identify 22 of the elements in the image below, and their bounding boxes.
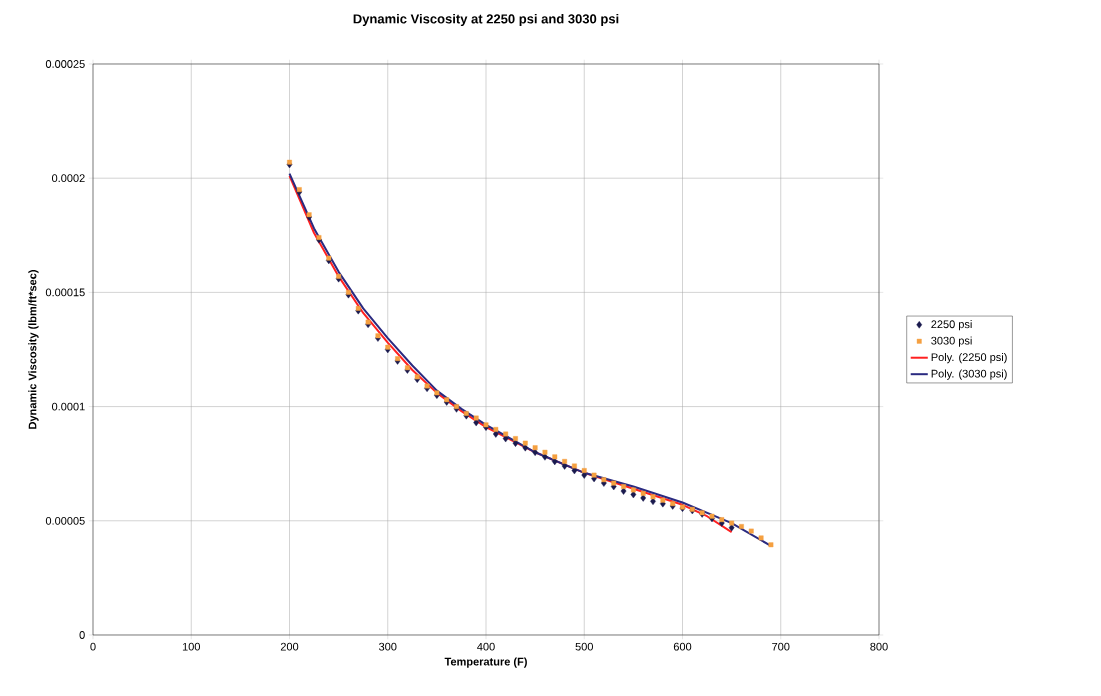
legend-label: Poly. (3030 psi) <box>931 369 1007 380</box>
legend-label: 3030 psi <box>931 336 972 347</box>
legend-label: 2250 psi <box>931 320 972 331</box>
x-tick-label: 300 <box>379 642 397 651</box>
y-tick-label: 0.0001 <box>51 402 85 411</box>
x-tick-label: 500 <box>575 642 593 651</box>
x-tick-label: 100 <box>182 642 200 651</box>
x-tick-label: 200 <box>280 642 299 651</box>
y-tick-label: 0 <box>79 631 85 639</box>
y-tick-label: 0.00005 <box>45 516 85 525</box>
y-axis-title: Dynamic Viscosity (lbm/ft*sec) <box>28 270 39 429</box>
x-tick-label: 800 <box>870 642 888 651</box>
y-tick-label: 0.00025 <box>45 60 85 68</box>
x-tick-label: 600 <box>673 642 692 651</box>
legend-label: Poly. (2250 psi) <box>931 352 1007 364</box>
x-axis-title: Temperature (F) <box>444 657 527 668</box>
y-tick-label: 0.0002 <box>51 174 85 183</box>
x-tick-label: 0 <box>90 642 96 651</box>
y-tick-label: 0.00015 <box>45 288 85 297</box>
chart-title: Dynamic Viscosity at 2250 psi and 3030 psi <box>353 13 619 27</box>
x-tick-label: 400 <box>477 642 495 651</box>
x-tick-label: 700 <box>772 642 790 651</box>
